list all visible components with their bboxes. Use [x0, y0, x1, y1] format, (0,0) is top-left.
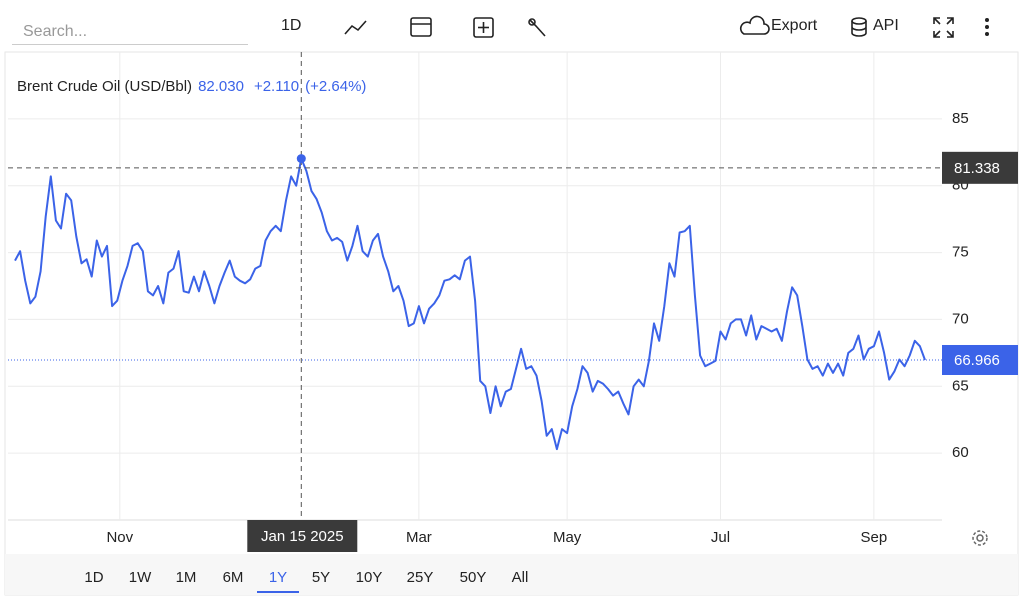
last-value-label: 66.966 — [954, 352, 1000, 369]
y-tick-label: 65 — [952, 377, 969, 394]
range-button[interactable]: 6M — [223, 569, 244, 586]
export-icon[interactable] — [739, 15, 770, 35]
x-tick-label: Jul — [711, 529, 730, 546]
x-tick-label: May — [553, 529, 582, 546]
x-tick-label: Mar — [406, 529, 432, 546]
crosshair-value-box — [942, 151, 1018, 184]
crosshair-date-box — [247, 520, 358, 552]
interval-button[interactable]: 1D — [281, 17, 302, 34]
last-value-box — [942, 344, 1018, 375]
x-tick-label: Nov — [106, 529, 133, 546]
price-line — [14, 157, 926, 451]
menu-icon[interactable] — [985, 18, 989, 36]
add-icon[interactable] — [473, 17, 494, 38]
range-button[interactable]: All — [512, 569, 529, 586]
fullscreen-icon[interactable] — [933, 17, 954, 38]
series-title: Brent Crude Oil (USD/Bbl) — [17, 78, 193, 95]
calendar-icon[interactable] — [410, 17, 432, 37]
y-tick-label: 75 — [952, 244, 969, 261]
range-bar — [5, 554, 1018, 595]
range-button[interactable]: 1W — [129, 569, 152, 586]
range-button[interactable]: 1M — [176, 569, 197, 586]
y-tick-label: 70 — [952, 310, 969, 327]
crosshair-value-label: 81.338 — [954, 160, 1000, 177]
range-button[interactable]: 1D — [84, 569, 103, 586]
api-button[interactable]: API — [873, 17, 899, 34]
settings-icon[interactable] — [972, 530, 988, 546]
range-button[interactable]: 5Y — [312, 569, 330, 586]
range-button[interactable]: 25Y — [407, 569, 434, 586]
change: +2.110 — [253, 78, 300, 95]
chart-frame — [4, 51, 1019, 596]
chart-type-icon[interactable] — [344, 20, 367, 35]
range-button[interactable]: 50Y — [460, 569, 487, 586]
toolbar-icons — [344, 15, 954, 38]
y-tick-label: 85 — [952, 110, 969, 127]
change-pct: (+2.64%) — [305, 78, 367, 95]
crosshair-point — [296, 154, 306, 164]
range-button[interactable]: 10Y — [356, 569, 383, 586]
api-icon[interactable] — [851, 17, 867, 25]
search-box[interactable]: Search... — [12, 18, 248, 45]
crosshair-date-label: Jan 15 2025 — [261, 528, 344, 545]
y-tick-label: 60 — [952, 444, 969, 461]
export-button[interactable]: Export — [771, 17, 818, 34]
range-button[interactable]: 1Y — [269, 569, 287, 586]
settings-wrench-icon[interactable] — [529, 19, 546, 37]
legend-header: Brent Crude Oil (USD/Bbl) 82.030 +2.110 (+2… — [17, 78, 366, 95]
price: 82.030 — [198, 78, 244, 95]
x-tick-label: Sep — [861, 529, 888, 546]
